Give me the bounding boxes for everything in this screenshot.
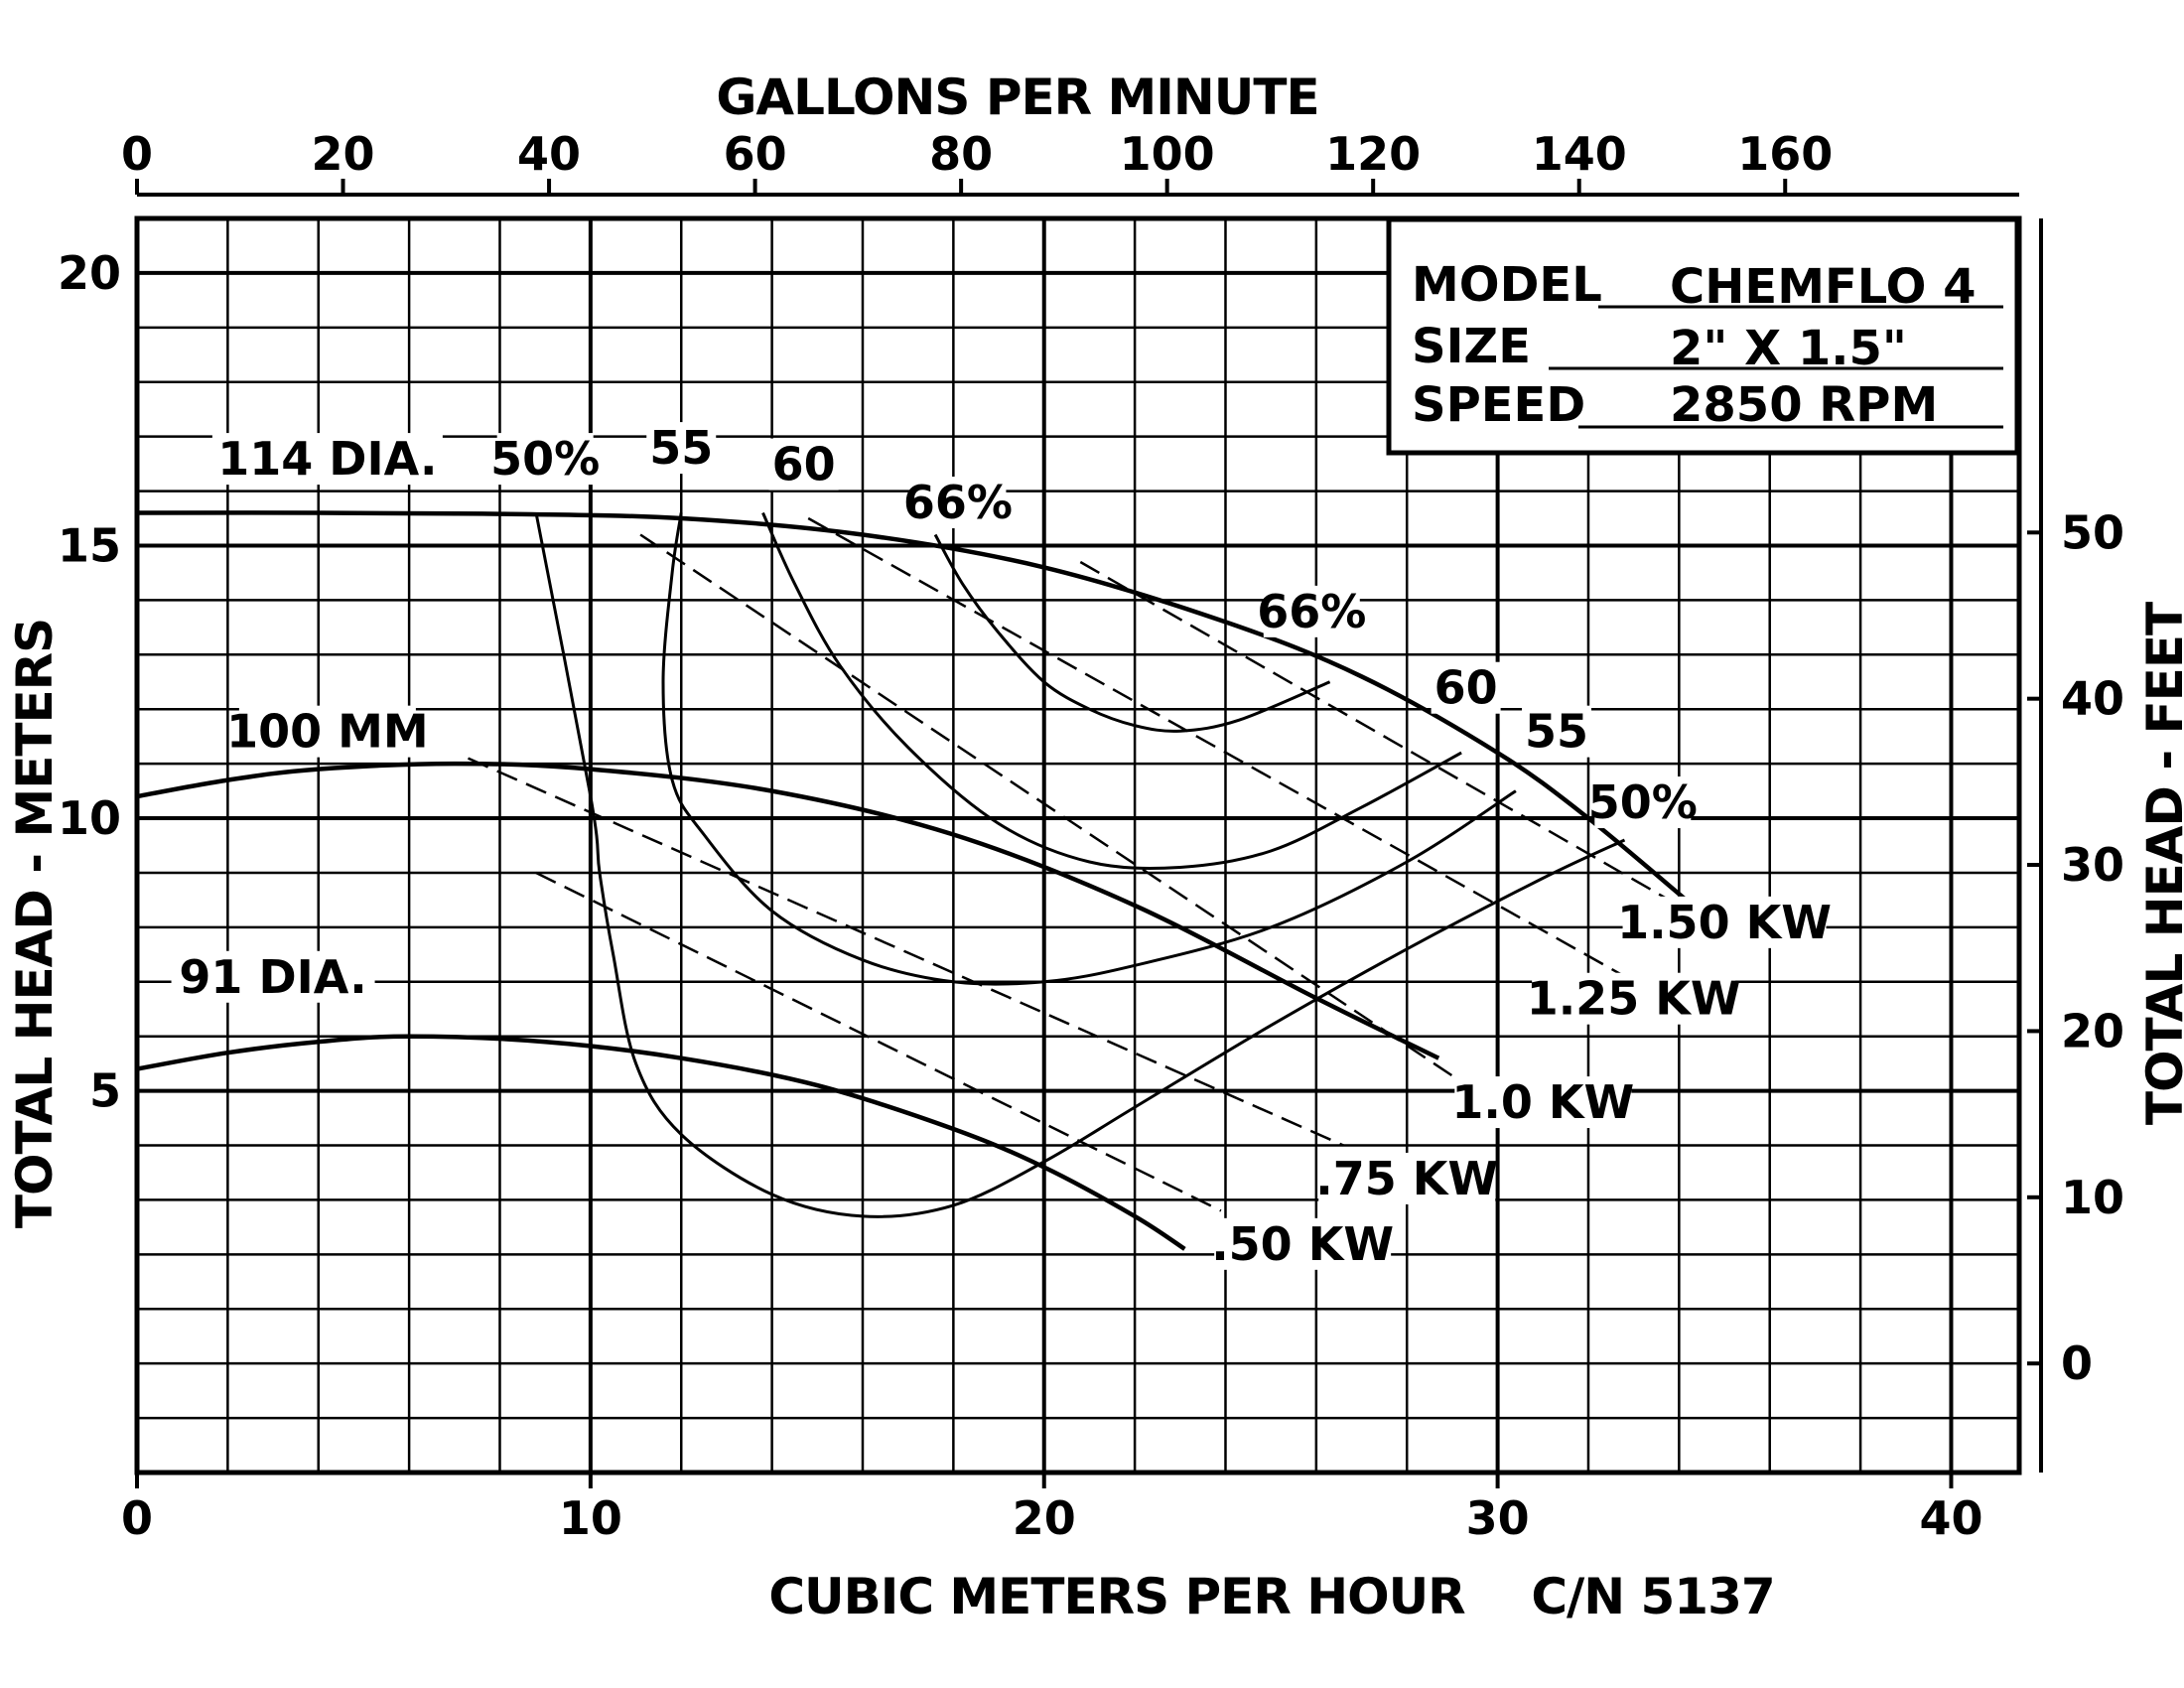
- y2-tick-label: 30: [2061, 838, 2124, 892]
- y-axis-title: TOTAL HEAD - METERS: [6, 619, 64, 1228]
- power-line-label-bg: [1318, 1152, 1496, 1204]
- efficiency-label-bg: [1263, 585, 1360, 637]
- size-label: SIZE: [1412, 319, 1531, 374]
- curves: [136, 510, 1695, 1251]
- power-line-label-bg: [1214, 1217, 1392, 1270]
- efficiency-label-bg: [909, 477, 1007, 529]
- efficiency-curve: [933, 533, 1331, 733]
- power-line: [467, 757, 1344, 1147]
- head-curve: [136, 1034, 1186, 1251]
- efficiency-curve: [761, 511, 1462, 870]
- y-tick-label: 15: [58, 518, 121, 572]
- x-tick-label: 10: [559, 1491, 622, 1545]
- power-line: [807, 516, 1626, 978]
- efficiency-label: 55: [649, 421, 713, 475]
- power-line: [1079, 560, 1690, 913]
- efficiency-label: 50%: [1588, 775, 1698, 829]
- efficiency-curve: [534, 512, 1626, 1218]
- head-curve-label-bg: [171, 950, 375, 1003]
- y-tick-label: 5: [89, 1064, 121, 1118]
- x-axis-title: CUBIC METERS PER HOUR: [768, 1568, 1465, 1625]
- head-curve: [136, 761, 1440, 1060]
- efficiency-label-bg: [1594, 776, 1692, 829]
- efficiency-label: 55: [1525, 705, 1588, 759]
- top-tick-label: 0: [121, 127, 153, 181]
- efficiency-label: 50%: [490, 432, 600, 486]
- x-tick-label: 40: [1919, 1491, 1982, 1545]
- x-tick-label: 20: [1013, 1491, 1076, 1545]
- catalog-number: C/N 5137: [1531, 1568, 1774, 1625]
- power-line-label: 1.50 KW: [1617, 896, 1832, 949]
- efficiency-label-bg: [768, 438, 839, 491]
- info-box: MODEL CHEMFLO 4 SIZE 2" X 1.5" SPEED 285…: [1386, 216, 2020, 456]
- efficiency-label-bg: [1521, 705, 1591, 758]
- y2-tick-label: 40: [2061, 672, 2124, 726]
- top-tick-label: 40: [517, 127, 581, 181]
- power-line-label: 1.0 KW: [1451, 1075, 1634, 1129]
- top-axis-title: GALLONS PER MINUTE: [716, 69, 1318, 126]
- efficiency-label-bg: [646, 422, 717, 475]
- axes: 0 10 20 30 40 0 20 40 60 80 100 120 140 160 5 10 15 20 0 10…: [58, 127, 2124, 1545]
- power-line-label: .50 KW: [1211, 1217, 1394, 1271]
- efficiency-label-bg: [496, 433, 594, 486]
- y2-tick-label: 10: [2061, 1171, 2124, 1224]
- head-curve: [136, 510, 1695, 908]
- head-curve-label-bg: [211, 433, 443, 486]
- y2-axis-title: TOTAL HEAD - FEET: [2136, 602, 2184, 1125]
- x-tick-label: 0: [121, 1491, 153, 1545]
- efficiency-label: 60: [1434, 661, 1498, 715]
- head-curve-label: 114 DIA.: [217, 432, 437, 486]
- speed-label: SPEED: [1412, 377, 1585, 433]
- model-label: MODEL: [1412, 257, 1602, 313]
- info-box-frame: [1386, 216, 2020, 456]
- y-tick-label: 10: [58, 791, 121, 845]
- efficiency-label: 66%: [1257, 585, 1366, 638]
- head-curve-label: 91 DIA.: [179, 950, 366, 1004]
- power-line-label-bg: [1532, 972, 1736, 1025]
- top-tick-label: 80: [929, 127, 993, 181]
- top-tick-label: 100: [1120, 127, 1215, 181]
- y-tick-label: 20: [58, 246, 121, 300]
- speed-value: 2850 RPM: [1670, 377, 1938, 433]
- efficiency-label: 60: [772, 438, 836, 492]
- top-tick-label: 60: [724, 127, 787, 181]
- power-line-label-bg: [1622, 896, 1827, 948]
- top-tick-label: 20: [312, 127, 375, 181]
- power-line-label-bg: [1454, 1076, 1632, 1129]
- power-line: [535, 871, 1222, 1212]
- power-line-label: 1.25 KW: [1527, 972, 1741, 1026]
- y2-tick-label: 20: [2061, 1004, 2124, 1057]
- top-tick-label: 120: [1325, 127, 1421, 181]
- top-tick-label: 160: [1737, 127, 1833, 181]
- curve-labels: 1.50 KW1.25 KW1.0 KW.75 KW.50 KW50%50%55…: [171, 421, 1832, 1271]
- y2-tick-label: 50: [2061, 505, 2124, 559]
- efficiency-label: 66%: [903, 476, 1013, 529]
- y2-tick-label: 0: [2061, 1336, 2093, 1390]
- top-tick-label: 140: [1532, 127, 1627, 181]
- efficiency-curve: [661, 512, 1517, 986]
- power-line-label: .75 KW: [1315, 1152, 1498, 1205]
- efficiency-label-bg: [1431, 661, 1501, 714]
- head-curve-label: 100 MM: [226, 705, 429, 759]
- head-curve-label-bg: [238, 705, 416, 758]
- x-tick-label: 30: [1466, 1491, 1530, 1545]
